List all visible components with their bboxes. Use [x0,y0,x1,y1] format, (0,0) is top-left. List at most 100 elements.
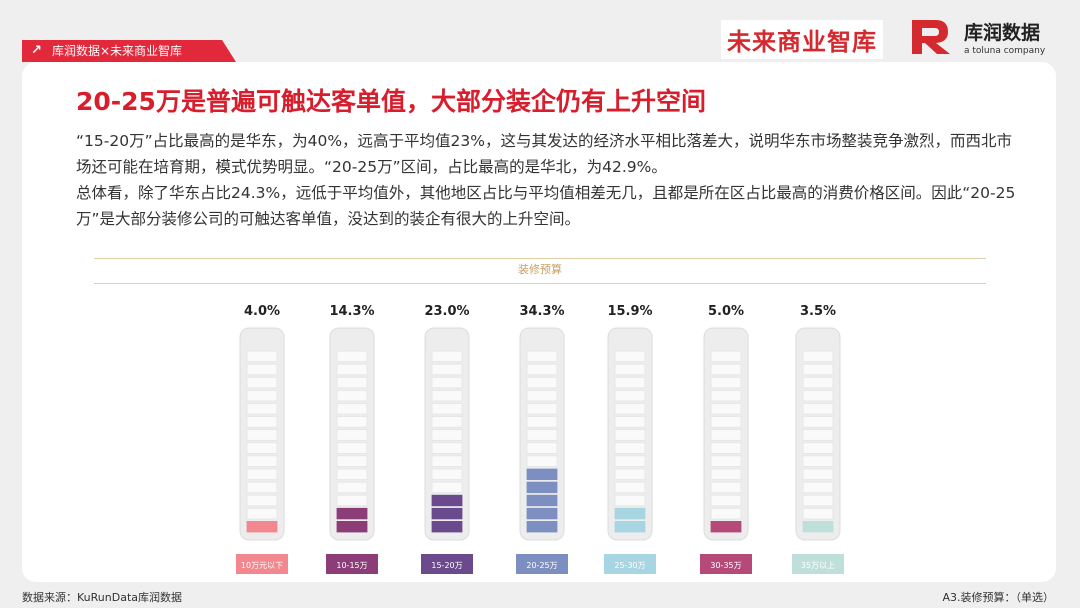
bar-segment-empty [710,416,742,428]
bar-segment-filled [336,507,368,520]
bar-segment-empty [431,429,463,441]
brand-logo-left: 未来商业智库 [721,20,883,59]
bar-segment-empty [246,468,278,481]
bar-segment-filled [336,521,368,533]
bar-segment-empty [526,429,558,441]
bar-segment-empty [802,507,834,520]
report-tag: ↗ 库润数据×未来商业智库 [22,40,236,62]
bar-segment-empty [802,389,834,402]
category-label: 35万以上 [801,561,835,570]
brand-right-sub: a toluna company [964,46,1046,56]
bar-segment-empty [614,468,646,481]
category-label: 10万元以下 [241,561,283,570]
bar-segment-empty [710,376,742,389]
data-label: 5.0% [708,304,744,319]
bar-segment-empty [710,429,742,441]
paragraph-1: “15-20万”占比最高的是华东，为40%，远高于平均值23%，这与其发达的经济… [76,132,1013,176]
category-label-bg [326,554,378,574]
page-title: 20-25万是普遍可触达客单值，大部分装企仍有上升空间 [76,87,706,116]
bar-segment-empty [614,481,646,494]
bar-segment-empty [802,376,834,389]
bar-segment-empty [802,455,834,467]
body-text: “15-20万”占比最高的是华东，为40%，远高于平均值23%，这与其发达的经济… [76,128,1016,232]
bar-segment-empty [614,429,646,441]
bar-segment-empty [246,416,278,428]
category-label: 30-35万 [710,561,741,570]
bar-segment-empty [336,429,368,441]
bar-segment-filled [526,468,558,481]
bar-segment-empty [526,363,558,376]
bar-segment-empty [246,494,278,507]
bar-segment-empty [614,403,646,415]
bar-segment-empty [614,494,646,507]
bar-segment-empty [526,442,558,454]
category-label: 15-20万 [431,561,462,570]
bar-segment-filled [526,494,558,507]
bar-segment-empty [336,389,368,402]
bar-segment-filled [431,521,463,533]
bar-segment-empty [246,350,278,363]
paragraph-2: 总体看，除了华东占比24.3%，远低于平均值外，其他地区占比与平均值相差无几，且… [76,184,1016,228]
bar-segment-empty [802,363,834,376]
bar-segment-empty [802,468,834,481]
bar-segment-filled [614,507,646,520]
bar-segment-empty [431,376,463,389]
category-label: 10-15万 [336,561,367,570]
category-label: 25-30万 [614,561,645,570]
bar-segment-empty [526,350,558,363]
bar-segment-empty [431,416,463,428]
bar-segment-empty [246,507,278,520]
data-label: 3.5% [800,304,836,319]
bar-segment-filled [526,507,558,520]
category-label-bg [236,554,288,574]
bar-group: 5.0% 30-35万 [700,304,752,574]
bar-segment-empty [431,403,463,415]
bar-segment-empty [710,363,742,376]
bar-segment-empty [336,350,368,363]
data-label: 23.0% [424,304,469,319]
bar-segment-empty [336,376,368,389]
bar-group: 4.0% 10万元以下 [236,304,288,574]
bar-segment-empty [431,389,463,402]
kurun-logo-icon [912,20,950,54]
bar-segment-empty [526,403,558,415]
brand-logo-right: 库润数据 a toluna company [908,16,1068,62]
bar-segment-empty [336,481,368,494]
bar-segment-empty [336,494,368,507]
bar-segment-filled [431,494,463,507]
data-label: 15.9% [607,304,652,319]
bar-segment-empty [336,363,368,376]
bar-segment-empty [336,403,368,415]
bar-segment-empty [614,442,646,454]
bar-segment-empty [526,376,558,389]
data-label: 34.3% [519,304,564,319]
category-label-bg [604,554,656,574]
bar-segment-empty [431,455,463,467]
bar-segment-empty [802,442,834,454]
arrow-icon: ↗ [31,43,42,58]
bar-segment-filled [614,521,646,533]
bar-segment-empty [614,455,646,467]
bar-segment-empty [246,376,278,389]
data-label: 4.0% [244,304,280,319]
category-label-bg [700,554,752,574]
bar-segment-empty [431,442,463,454]
bar-segment-empty [431,363,463,376]
brand-right-name: 库润数据 [964,22,1041,44]
bar-segment-empty [802,429,834,441]
bar-group: 14.3% 10-15万 [326,304,378,574]
bar-segment-empty [336,455,368,467]
bar-group: 23.0% 15-20万 [421,304,473,574]
bar-segment-empty [246,389,278,402]
bar-segment-empty [710,389,742,402]
bar-segment-empty [526,389,558,402]
bar-segment-empty [802,481,834,494]
bar-segment-filled [431,507,463,520]
chart-title: 装修预算 [94,258,986,284]
bar-segment-empty [710,507,742,520]
bar-segment-empty [710,350,742,363]
bar-group: 3.5% 35万以上 [792,304,844,574]
bar-segment-empty [246,403,278,415]
bar-segment-empty [336,442,368,454]
